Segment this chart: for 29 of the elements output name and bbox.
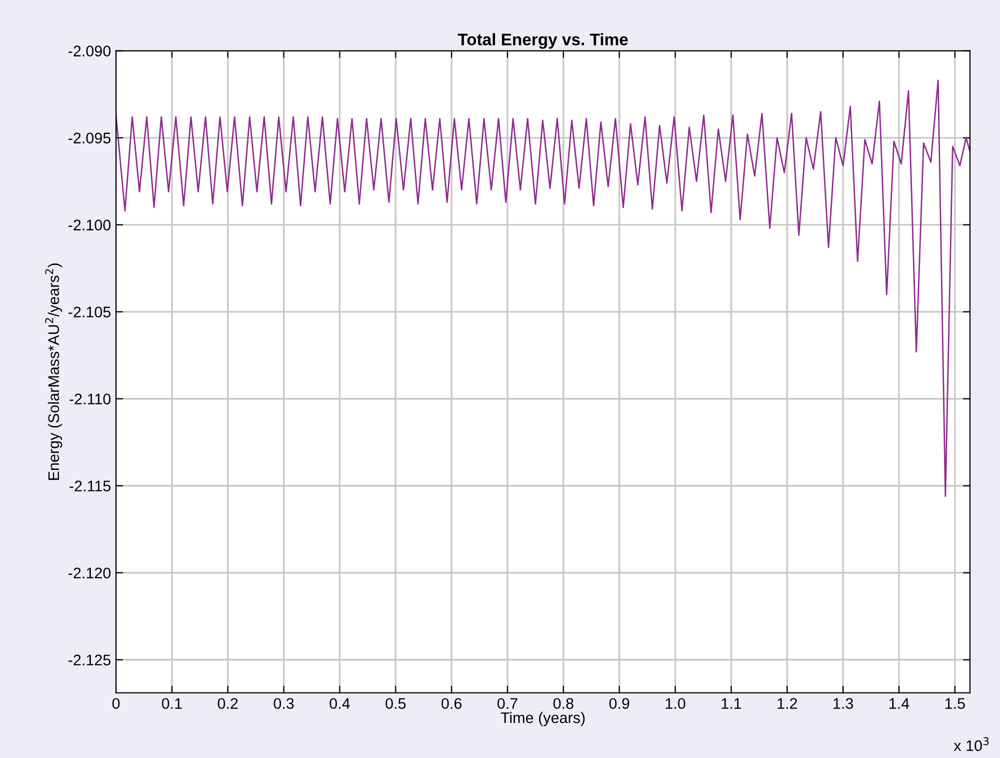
y-tick-label: -2.115 bbox=[70, 480, 111, 492]
x-tick-label: 1.3 bbox=[834, 698, 853, 709]
x-tick-label: 0 bbox=[112, 698, 120, 709]
x-tick-label: 0.7 bbox=[497, 698, 518, 709]
x-tick-label: 1.4 bbox=[890, 698, 910, 709]
x-tick-label: 0.2 bbox=[218, 698, 238, 709]
chart-title: Total Energy vs. Time bbox=[458, 33, 628, 49]
x-tick-label: 1.2 bbox=[778, 698, 797, 709]
y-tick-label: -2.105 bbox=[68, 306, 111, 318]
x-tick-label: 0.9 bbox=[609, 698, 630, 709]
y-tick-label: -2.090 bbox=[68, 46, 111, 56]
x-tick-label: 0.5 bbox=[386, 698, 406, 709]
x-tick-label: 0.4 bbox=[330, 698, 350, 709]
y-tick-label: -2.120 bbox=[68, 568, 111, 578]
y-axis-title: Energy (SolarMass*AU$^{2}$/years$^{2}$) bbox=[45, 264, 62, 480]
x-axis-title: Time (years) bbox=[500, 712, 585, 726]
x-tick-label: 1.0 bbox=[666, 698, 686, 709]
x-tick-label: 0.8 bbox=[553, 698, 574, 709]
x-tick-label: 0.1 bbox=[162, 698, 182, 709]
y-tick-label: -2.095 bbox=[68, 132, 111, 144]
line-series bbox=[116, 80, 970, 497]
x-tick-label: 0.6 bbox=[442, 698, 462, 709]
y-tick-label: -2.110 bbox=[70, 394, 111, 404]
y-tick-label: -2.125 bbox=[68, 654, 111, 666]
x-tick-label: 1.1 bbox=[722, 698, 742, 709]
x-tick-label: 0.3 bbox=[274, 698, 294, 709]
y-tick-label: -2.100 bbox=[68, 220, 111, 230]
text: x 10$^{3}$ bbox=[954, 737, 989, 752]
x-tick-label: 1.5 bbox=[945, 698, 965, 709]
